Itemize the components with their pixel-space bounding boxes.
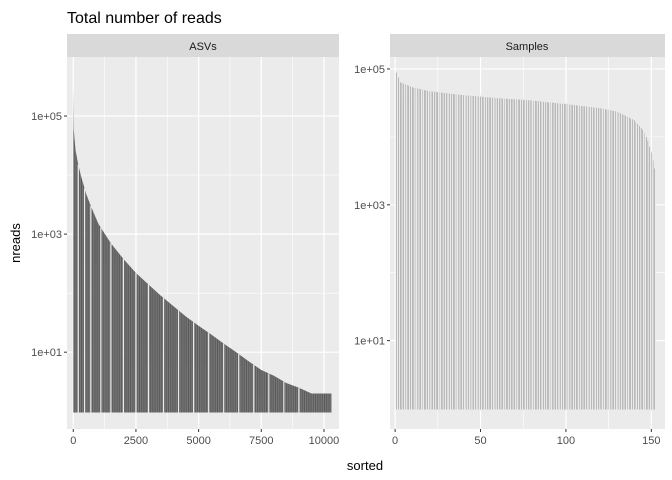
y-tick-label: 1e+01	[354, 336, 385, 348]
x-tick-label: 7500	[249, 435, 273, 447]
x-tick-label: 5000	[186, 435, 210, 447]
chart-title: Total number of reads	[67, 10, 222, 27]
bars-asvs	[73, 87, 332, 413]
bar-gaps-samples	[405, 83, 653, 411]
y-tick-label: 1e+05	[31, 111, 62, 123]
y-tick-label: 1e+03	[31, 229, 62, 241]
y-ticks-samples: 1e+01 1e+03 1e+05	[354, 64, 390, 348]
strip-background-samples	[390, 34, 665, 57]
strip-background-asvs	[67, 34, 339, 57]
strip-label-asvs: ASVs	[189, 41, 217, 53]
y-axis-title: nreads	[8, 223, 23, 263]
x-tick-label: 0	[70, 435, 76, 447]
bar-gaps-asvs	[77, 164, 300, 413]
y-tick-label: 1e+05	[354, 64, 385, 76]
x-tick-label: 2500	[124, 435, 148, 447]
x-tick-label: 10000	[309, 435, 340, 447]
x-tick-label: 0	[392, 435, 398, 447]
x-tick-label: 50	[474, 435, 486, 447]
panel-samples: Samples 0 50 100 150 1e+01 1e+03 1e+05	[354, 34, 665, 447]
x-axis-title: sorted	[347, 458, 383, 473]
strip-label-samples: Samples	[506, 41, 549, 53]
x-ticks-asvs: 0 2500 5000 7500 10000	[70, 429, 339, 447]
x-tick-label: 100	[557, 435, 575, 447]
y-tick-label: 1e+03	[354, 200, 385, 212]
panel-asvs: ASVs 0 2500 5000 7500 10000 1e+01 1e+03 1e+05	[31, 34, 339, 447]
x-tick-label: 150	[642, 435, 660, 447]
y-ticks-asvs: 1e+01 1e+03 1e+05	[31, 111, 67, 359]
x-ticks-samples: 0 50 100 150	[392, 429, 661, 447]
y-tick-label: 1e+01	[31, 347, 62, 359]
